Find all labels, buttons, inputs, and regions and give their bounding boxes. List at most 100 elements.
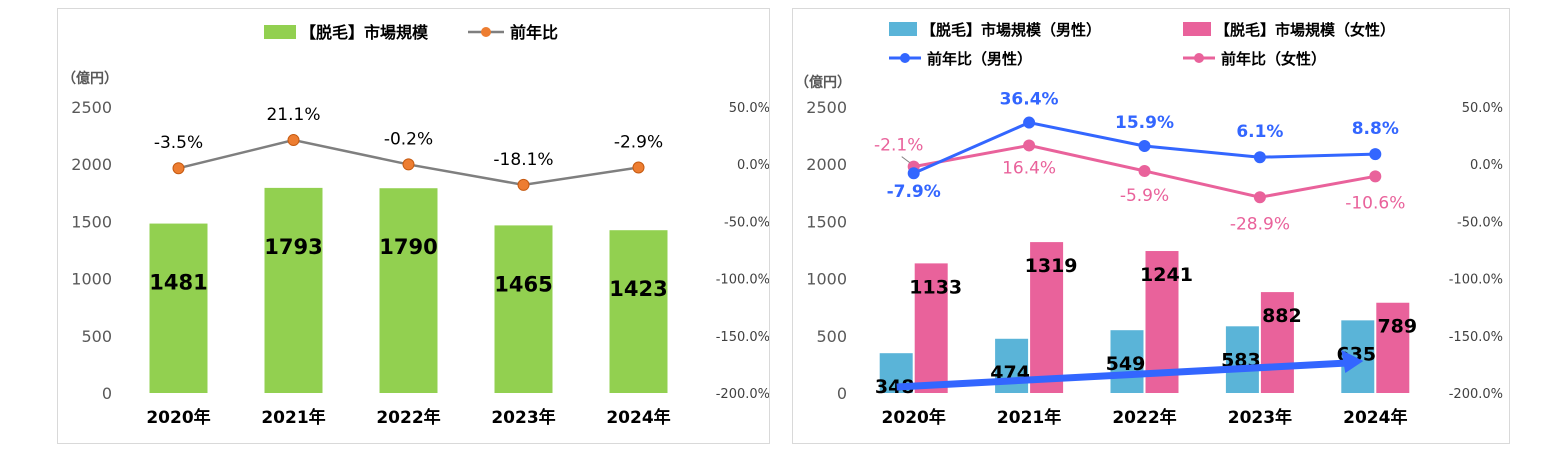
male-market-bar-label: 348 bbox=[875, 376, 915, 398]
y-axis-tick-label: 2000 bbox=[71, 155, 112, 174]
y-axis-tick-label: 1000 bbox=[806, 270, 847, 289]
female-yoy-point bbox=[1138, 164, 1151, 177]
male-yoy-point bbox=[1138, 140, 1151, 153]
y2-axis-tick-label: -100.0% bbox=[1449, 273, 1503, 288]
y2-axis-tick-label: -100.0% bbox=[716, 273, 769, 288]
yoy-data-label: 21.1% bbox=[266, 105, 320, 125]
y-axis-tick-label: 1500 bbox=[71, 212, 112, 231]
yoy-point bbox=[402, 158, 415, 171]
female-market-bar-label: 1133 bbox=[909, 276, 962, 298]
female-yoy-data-label: -5.9% bbox=[1120, 186, 1169, 206]
chart-gender-svg: 0 500 1000 1500 2000 2500 -200.0% -150.0% -100.0… bbox=[795, 21, 1503, 428]
y2-axis-tick-label: -150.0% bbox=[1449, 330, 1503, 345]
female-yoy-point bbox=[1369, 170, 1382, 183]
x-axis-category-label: 2023年 bbox=[491, 407, 555, 428]
x-axis-category-label: 2022年 bbox=[376, 407, 440, 428]
y2-axis-tick-label: 50.0% bbox=[1462, 101, 1503, 116]
y-axis-tick-label: 2000 bbox=[806, 155, 847, 174]
female-market-bar-label: 1319 bbox=[1025, 255, 1078, 277]
male-yoy-data-label: 6.1% bbox=[1236, 122, 1283, 142]
x-axis-category-label: 2024年 bbox=[1343, 407, 1407, 428]
legend-male-line-marker bbox=[900, 53, 910, 63]
x-axis-category-label: 2022年 bbox=[1112, 407, 1176, 428]
legend-line-label: 前年比 bbox=[510, 23, 558, 42]
male-yoy-data-label: 8.8% bbox=[1352, 119, 1399, 139]
male-market-bar bbox=[1110, 330, 1144, 393]
y-axis-tick-label: 500 bbox=[816, 327, 847, 346]
female-market-bar bbox=[1030, 242, 1064, 393]
female-yoy-label-leader bbox=[901, 156, 910, 164]
female-yoy-data-label: -10.6% bbox=[1345, 193, 1405, 213]
chart-panel-gender: 0 500 1000 1500 2000 2500 -200.0% -150.0% -100.0… bbox=[792, 8, 1510, 444]
y-axis-tick-label: 1000 bbox=[71, 270, 112, 289]
total-market-bar bbox=[494, 225, 553, 393]
y2-axis-tick-label: -50.0% bbox=[1457, 215, 1503, 230]
y-axis-tick-label: 2500 bbox=[806, 98, 847, 117]
yoy-point bbox=[287, 134, 300, 147]
female-yoy-data-label: -2.1% bbox=[874, 136, 923, 156]
legend-bar-label: 【脱毛】市場規模 bbox=[300, 23, 429, 42]
chart-total-svg: 0 500 1000 1500 2000 2500 -200.0% -150.0% -100.0… bbox=[62, 23, 769, 428]
legend-male-bar-label: 【脱毛】市場規模（男性） bbox=[921, 21, 1101, 39]
y2-axis-tick-label: 0.0% bbox=[1470, 158, 1503, 173]
y-axis-unit-label: （億円） bbox=[795, 74, 851, 91]
male-yoy-data-label: -7.9% bbox=[887, 182, 941, 202]
y-axis-tick-label: 1500 bbox=[806, 212, 847, 231]
male-market-bar bbox=[1225, 326, 1259, 393]
total-market-bar-label: 1465 bbox=[494, 272, 552, 296]
male-yoy-data-label: 15.9% bbox=[1115, 113, 1174, 133]
male-yoy-point bbox=[1369, 148, 1382, 161]
female-market-bar bbox=[1376, 302, 1410, 393]
yoy-point bbox=[517, 178, 530, 191]
yoy-point bbox=[632, 161, 645, 174]
y-axis-unit-label: （億円） bbox=[62, 70, 118, 87]
x-axis-category-label: 2020年 bbox=[146, 407, 210, 428]
male-yoy-point bbox=[907, 167, 920, 180]
legend-bar-swatch bbox=[264, 25, 296, 39]
y-axis-tick-label: 2500 bbox=[71, 98, 112, 117]
yoy-data-label: -0.2% bbox=[384, 129, 433, 149]
y-axis-tick-label: 500 bbox=[81, 327, 112, 346]
x-axis-category-label: 2021年 bbox=[261, 407, 325, 428]
y2-axis-tick-label: 50.0% bbox=[729, 101, 769, 116]
legend-female-bar-label: 【脱毛】市場規模（女性） bbox=[1215, 21, 1395, 39]
y2-axis-tick-label: -200.0% bbox=[1449, 387, 1503, 402]
female-market-bar-label: 882 bbox=[1262, 305, 1302, 327]
male-yoy-data-label: 36.4% bbox=[1000, 90, 1059, 110]
female-market-bar-label: 1241 bbox=[1140, 264, 1193, 286]
male-yoy-point bbox=[1023, 116, 1036, 129]
y2-axis-tick-label: -50.0% bbox=[724, 215, 769, 230]
y2-axis-tick-label: 0.0% bbox=[737, 158, 769, 173]
legend-line-marker bbox=[481, 27, 491, 37]
female-market-bar bbox=[914, 263, 948, 393]
male-yoy-point bbox=[1253, 151, 1266, 164]
x-axis-category-label: 2021年 bbox=[997, 407, 1061, 428]
female-yoy-data-label: 16.4% bbox=[1002, 158, 1056, 178]
x-axis-category-label: 2020年 bbox=[882, 407, 946, 428]
x-axis-category-label: 2023年 bbox=[1228, 407, 1292, 428]
total-market-bar bbox=[149, 223, 208, 393]
legend-male-line-label: 前年比（男性） bbox=[927, 50, 1032, 68]
y2-axis-tick-label: -200.0% bbox=[716, 387, 769, 402]
total-market-bar-label: 1793 bbox=[264, 235, 322, 259]
y-axis-tick-label: 0 bbox=[837, 384, 847, 403]
y2-axis-tick-label: -150.0% bbox=[716, 330, 769, 345]
female-market-bar bbox=[1260, 292, 1294, 393]
male-growth-trend-arrow bbox=[896, 359, 1348, 391]
female-yoy-point bbox=[1253, 191, 1266, 204]
total-market-bar bbox=[264, 187, 323, 393]
legend-female-bar-swatch bbox=[1183, 22, 1211, 36]
yoy-data-label: -2.9% bbox=[614, 133, 663, 153]
chart-panel-total: 0 500 1000 1500 2000 2500 -200.0% -150.0% -100.0… bbox=[57, 8, 770, 444]
legend-female-line-marker bbox=[1194, 53, 1204, 63]
male-market-bar-label: 549 bbox=[1106, 353, 1146, 375]
yoy-data-label: -18.1% bbox=[493, 150, 553, 170]
y-axis-tick-label: 0 bbox=[102, 384, 112, 403]
x-axis-category-label: 2024年 bbox=[606, 407, 670, 428]
total-market-bar-label: 1481 bbox=[149, 271, 207, 295]
legend-female-line-label: 前年比（女性） bbox=[1221, 50, 1326, 68]
female-market-bar-label: 789 bbox=[1377, 316, 1417, 338]
total-market-bar-label: 1423 bbox=[609, 277, 667, 301]
yoy-point bbox=[172, 162, 185, 175]
total-market-bar bbox=[609, 230, 668, 393]
